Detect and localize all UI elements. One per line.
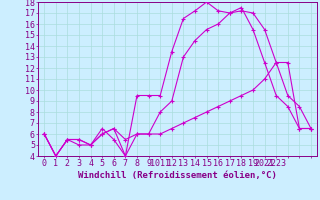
- X-axis label: Windchill (Refroidissement éolien,°C): Windchill (Refroidissement éolien,°C): [78, 171, 277, 180]
